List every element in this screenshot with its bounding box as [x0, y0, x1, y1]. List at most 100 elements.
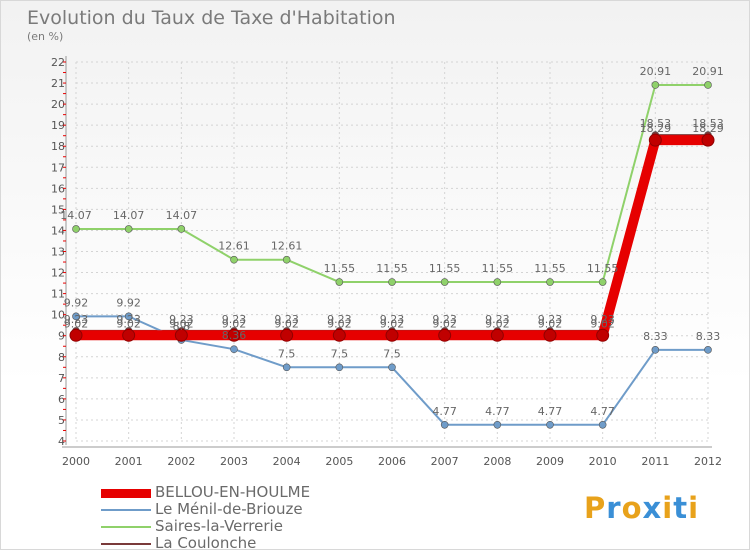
data-label: 8.8	[173, 320, 191, 333]
data-point	[280, 328, 294, 342]
data-label: 11.55	[324, 262, 356, 275]
data-label: 7.5	[383, 347, 401, 360]
data-point	[440, 278, 449, 286]
data-point	[704, 346, 712, 354]
data-label: 11.55	[482, 262, 514, 275]
data-label: 9.02	[64, 317, 89, 330]
data-point	[651, 346, 660, 354]
x-tick-label: 2012	[694, 455, 722, 468]
data-label: 4.77	[590, 405, 615, 418]
y-tick-label: 8	[58, 351, 65, 364]
data-label: 20.91	[640, 65, 672, 78]
data-label: 4.77	[538, 405, 563, 418]
y-tick-label: 15	[51, 203, 65, 216]
data-label: 9.23	[485, 313, 510, 326]
data-label: 9.92	[64, 296, 89, 309]
data-point	[177, 225, 186, 233]
y-tick-label: 9	[58, 330, 65, 343]
logo-letter: o	[621, 491, 643, 525]
data-label: 9.23	[590, 313, 615, 326]
data-point	[174, 328, 188, 342]
x-tick-label: 2006	[378, 455, 406, 468]
data-point	[388, 363, 396, 372]
proxiti-logo: Proxiti	[584, 491, 699, 525]
data-label: 9.23	[274, 313, 299, 326]
data-label: 9.23	[327, 313, 352, 326]
data-point	[598, 278, 607, 286]
legend-label: La Coulonche	[155, 534, 257, 552]
data-label: 18.29	[692, 122, 724, 135]
data-point	[388, 278, 396, 286]
y-axis-unit: (en %)	[27, 30, 64, 43]
data-point	[124, 312, 133, 321]
data-label: 8.36	[222, 329, 247, 342]
data-point	[69, 328, 83, 342]
data-label: 9.23	[222, 313, 247, 326]
y-tick-label: 19	[51, 119, 65, 132]
data-label: 4.77	[485, 405, 510, 418]
data-label: 11.55	[587, 262, 619, 275]
legend-label: Le Ménil-de-Briouze	[155, 500, 303, 518]
x-tick-label: 2011	[641, 455, 669, 468]
data-point	[335, 363, 344, 372]
data-point	[701, 133, 715, 147]
x-tick-label: 2008	[483, 455, 511, 468]
legend-swatch	[101, 488, 151, 498]
data-label: 11.55	[534, 262, 566, 275]
data-label: 18.53	[692, 117, 724, 130]
data-point	[493, 278, 502, 286]
data-label: 12.61	[271, 240, 303, 253]
y-tick-label: 6	[58, 393, 65, 406]
data-point	[335, 278, 344, 286]
legend-label: Saires-la-Verrerie	[155, 517, 283, 535]
y-tick-label: 13	[51, 246, 65, 259]
data-point	[230, 255, 238, 264]
y-tick-label: 12	[51, 267, 65, 280]
x-tick-label: 2005	[325, 455, 353, 468]
data-point	[72, 312, 80, 321]
y-tick-label: 18	[51, 140, 65, 153]
data-point	[596, 328, 610, 342]
legend-swatch	[101, 526, 151, 528]
y-tick-label: 22	[51, 56, 65, 69]
data-label: 9.23	[169, 313, 194, 326]
data-point	[72, 225, 80, 233]
data-point	[546, 278, 554, 286]
data-label: 11.55	[429, 262, 461, 275]
y-tick-label: 10	[51, 309, 65, 322]
y-tick-label: 21	[51, 77, 65, 90]
data-label: 20.91	[692, 65, 724, 78]
x-tick-label: 2010	[589, 455, 617, 468]
x-tick-label: 2001	[115, 455, 143, 468]
data-point	[438, 328, 452, 342]
data-point	[282, 363, 291, 372]
data-label: 12.61	[218, 240, 250, 253]
data-label: 7.5	[331, 347, 349, 360]
y-tick-label: 7	[58, 372, 65, 385]
y-tick-label: 11	[51, 288, 65, 301]
data-point	[440, 420, 449, 429]
data-point	[122, 328, 136, 342]
data-label: 4.77	[432, 405, 457, 418]
data-label: 18.29	[640, 122, 672, 135]
x-tick-label: 2003	[220, 455, 248, 468]
data-point	[598, 420, 607, 429]
data-label: 9.02	[380, 317, 405, 330]
data-point	[385, 328, 399, 342]
data-point	[230, 345, 238, 353]
data-label: 7.5	[278, 347, 296, 360]
data-label: 9.23	[538, 313, 563, 326]
data-point	[227, 328, 241, 342]
data-label: 9.02	[538, 317, 563, 330]
chart-title: Evolution du Taux de Taxe d'Habitation	[27, 7, 396, 29]
x-tick-label: 2009	[536, 455, 564, 468]
x-tick-label: 2002	[167, 455, 195, 468]
data-point	[543, 328, 557, 342]
legend-swatch	[101, 543, 151, 545]
data-point	[282, 255, 291, 264]
data-label: 9.23	[116, 313, 141, 326]
data-label: 8.33	[696, 330, 721, 343]
data-label: 11.55	[376, 262, 408, 275]
